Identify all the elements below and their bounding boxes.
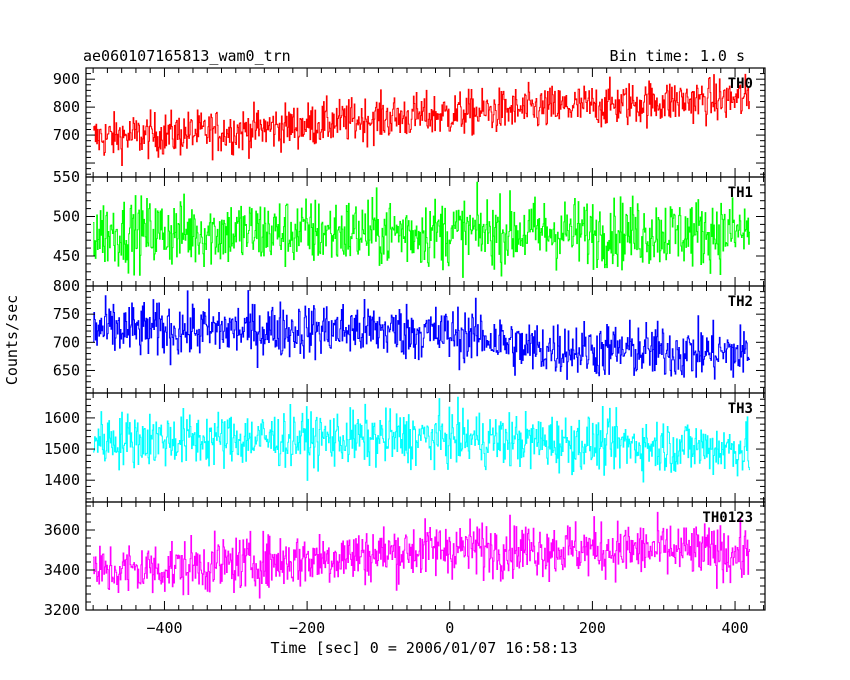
panel-label-th2: TH2 <box>728 294 753 310</box>
series-line-th1 <box>93 181 751 278</box>
panel-frame <box>85 501 766 611</box>
panel-label-th1: TH1 <box>728 185 753 201</box>
y-tick-label: 1500 <box>44 440 80 458</box>
x-tick-label: −200 <box>289 619 325 637</box>
chart-title: ae060107165813_wam0_trn <box>83 47 291 65</box>
panels: 550 700 800 900 TH0 450 500 TH1 650 700 750 800 TH2 1… <box>44 67 766 619</box>
x-axis-label: Time [sec] 0 = 2006/01/07 16:58:13 <box>270 639 577 657</box>
y-tick-label: 900 <box>53 70 80 88</box>
y-tick-label: 3200 <box>44 601 80 619</box>
panel-th3: 1400 1500 1600 TH3 <box>44 392 766 503</box>
panel-th0123: 3200 3400 3600 TH0123 <box>44 501 766 619</box>
series-line-th0 <box>93 73 751 166</box>
y-tick-label: 700 <box>53 333 80 351</box>
panel-label-th0: TH0 <box>728 76 753 92</box>
series-line-th0123 <box>93 511 751 599</box>
bin-time-label: Bin time: 1.0 s <box>610 47 745 65</box>
y-tick-label: 700 <box>53 126 80 144</box>
y-tick-label: 800 <box>53 98 80 116</box>
panel-th0: 550 700 800 900 TH0 <box>53 67 766 186</box>
panel-label-th3: TH3 <box>728 401 753 417</box>
panel-th2: 650 700 750 800 TH2 <box>53 277 766 394</box>
y-tick-label: 800 <box>53 277 80 295</box>
x-tick-label: 400 <box>721 619 748 637</box>
x-axis: −400 −200 0 200 400 <box>146 619 748 637</box>
panel-label-th0123: TH0123 <box>702 510 753 526</box>
series-line-th2 <box>93 290 751 380</box>
x-tick-label: 0 <box>445 619 454 637</box>
y-tick-label: 3400 <box>44 561 80 579</box>
y-tick-label: 650 <box>53 361 80 379</box>
x-tick-label: −400 <box>146 619 182 637</box>
panel-th1: 450 500 TH1 <box>53 176 766 287</box>
series-line-th3 <box>93 396 751 483</box>
y-tick-label: 450 <box>53 247 80 265</box>
y-tick-label: 550 <box>53 168 80 186</box>
y-tick-label: 1600 <box>44 409 80 427</box>
y-tick-label: 3600 <box>44 521 80 539</box>
y-axis-label: Counts/sec <box>3 295 21 385</box>
x-tick-label: 200 <box>579 619 606 637</box>
y-tick-label: 1400 <box>44 471 80 489</box>
y-tick-label: 750 <box>53 305 80 323</box>
y-tick-label: 500 <box>53 207 80 225</box>
